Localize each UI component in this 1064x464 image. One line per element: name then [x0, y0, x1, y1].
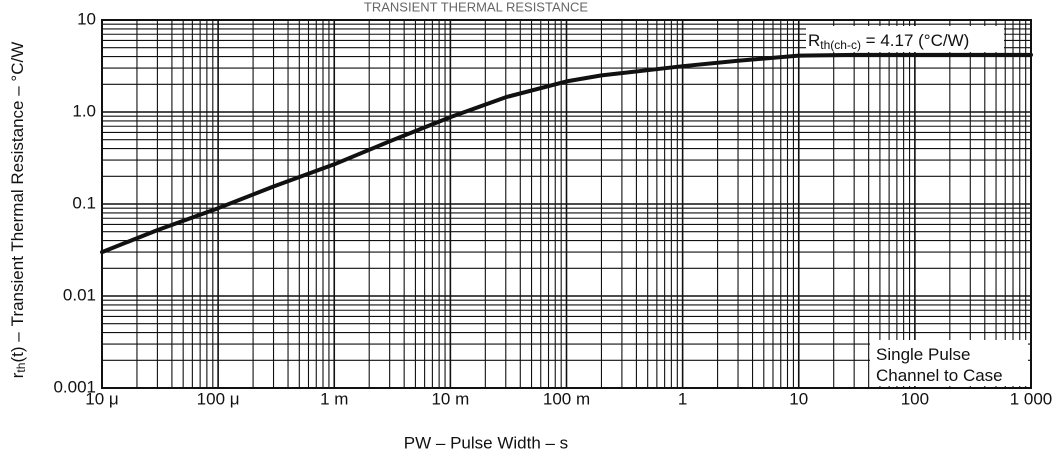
rth-annotation-r: R [808, 31, 820, 50]
plot-frame [101, 19, 1032, 389]
y-tick-label: 10 [77, 9, 96, 28]
x-tick-label: 1 000 [1010, 389, 1053, 408]
x-tick-label: 100 m [543, 389, 590, 408]
grid [101, 20, 1031, 389]
rth-annotation-sub: th(ch-c) [820, 38, 861, 52]
x-tick-label: 1 m [320, 389, 348, 408]
y-tick-label: 0.01 [63, 285, 96, 304]
y-tick-label: 0.001 [53, 377, 96, 396]
y-tick-labels: 0.001 0.01 0.1 1.0 10 [53, 9, 96, 396]
x-tick-label: 10 μ [85, 389, 118, 408]
y-axis-label-rest: (t) – [8, 332, 27, 363]
conditions-line-2: Channel to Case [876, 366, 1003, 385]
y-axis-label: rth(t) – Transient Thermal Resistance – °… [8, 42, 28, 378]
rth-annotation-value: = 4.17 (°C/W) [861, 31, 969, 50]
x-tick-label: 1 [678, 389, 687, 408]
x-tick-label: 100 [901, 389, 929, 408]
x-tick-label: 10 m [431, 389, 469, 408]
y-axis-label-main: Transient Thermal Resistance – °C/W [8, 42, 27, 327]
series-line [100, 52, 1033, 255]
y-axis-label-symbol: r [8, 372, 27, 378]
x-axis-label: PW – Pulse Width – s [404, 433, 568, 452]
conditions-box [870, 340, 1028, 386]
x-tick-labels: 10 μ 100 μ 1 m 10 m 100 m 1 10 100 1 000 [85, 389, 1052, 408]
x-tick-label: 100 μ [197, 389, 240, 408]
y-axis-label-sub: th [14, 363, 28, 373]
rth-annotation-box [806, 26, 1004, 52]
chart-title: TRANSIENT THERMAL RESISTANCE [364, 0, 588, 15]
y-tick-label: 1.0 [72, 101, 96, 120]
rth-annotation: Rth(ch-c) = 4.17 (°C/W) [808, 31, 969, 52]
conditions-line-1: Single Pulse [876, 345, 971, 364]
y-tick-label: 0.1 [72, 193, 96, 212]
x-tick-label: 10 [789, 389, 808, 408]
